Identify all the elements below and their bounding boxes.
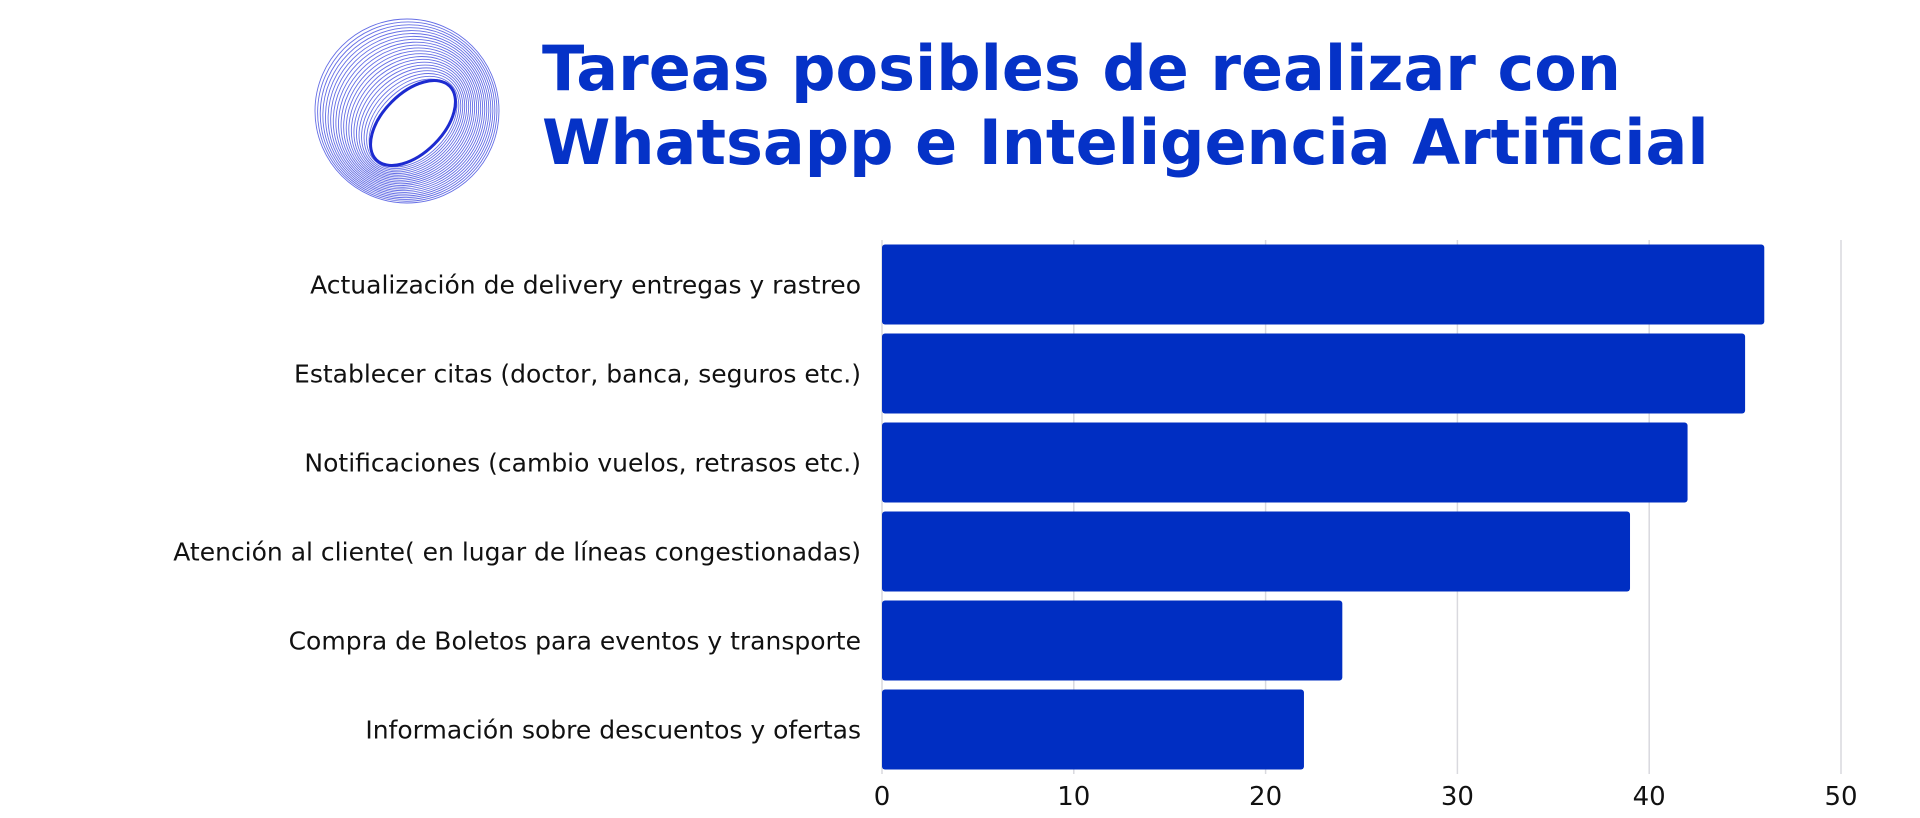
bars: [882, 244, 1765, 770]
x-tick-label: 10: [1057, 782, 1090, 812]
bar: [882, 333, 1746, 414]
bar: [882, 689, 1304, 770]
bar: [882, 244, 1765, 325]
chart-title: Tareas posibles de realizar con Whatsapp…: [542, 32, 1709, 180]
category-label: Compra de Boletos para eventos y transpo…: [289, 627, 861, 656]
x-tick-label: 30: [1441, 782, 1474, 812]
x-tick-label: 40: [1633, 782, 1666, 812]
category-labels: Actualización de delivery entregas y ras…: [173, 271, 861, 745]
category-label: Actualización de delivery entregas y ras…: [310, 271, 861, 300]
bar: [882, 600, 1343, 681]
ring-swirl-icon: [314, 18, 500, 204]
bar: [882, 422, 1688, 503]
x-tick-label: 50: [1824, 782, 1857, 812]
grid: [881, 240, 1842, 774]
bar: [882, 511, 1631, 592]
chart-title-line-2: Whatsapp e Inteligencia Artificial: [542, 106, 1709, 179]
chart-title-line-1: Tareas posibles de realizar con: [542, 32, 1621, 105]
category-label: Información sobre descuentos y ofertas: [365, 716, 861, 745]
x-axis-ticks: 0 10 20 30 40 50: [874, 782, 1858, 812]
category-label: Establecer citas (doctor, banca, seguros…: [294, 360, 861, 389]
x-tick-label: 0: [874, 782, 891, 812]
category-label: Atención al cliente( en lugar de líneas …: [173, 538, 861, 567]
category-label: Notificaciones (cambio vuelos, retrasos …: [304, 449, 861, 478]
x-tick-label: 20: [1249, 782, 1282, 812]
